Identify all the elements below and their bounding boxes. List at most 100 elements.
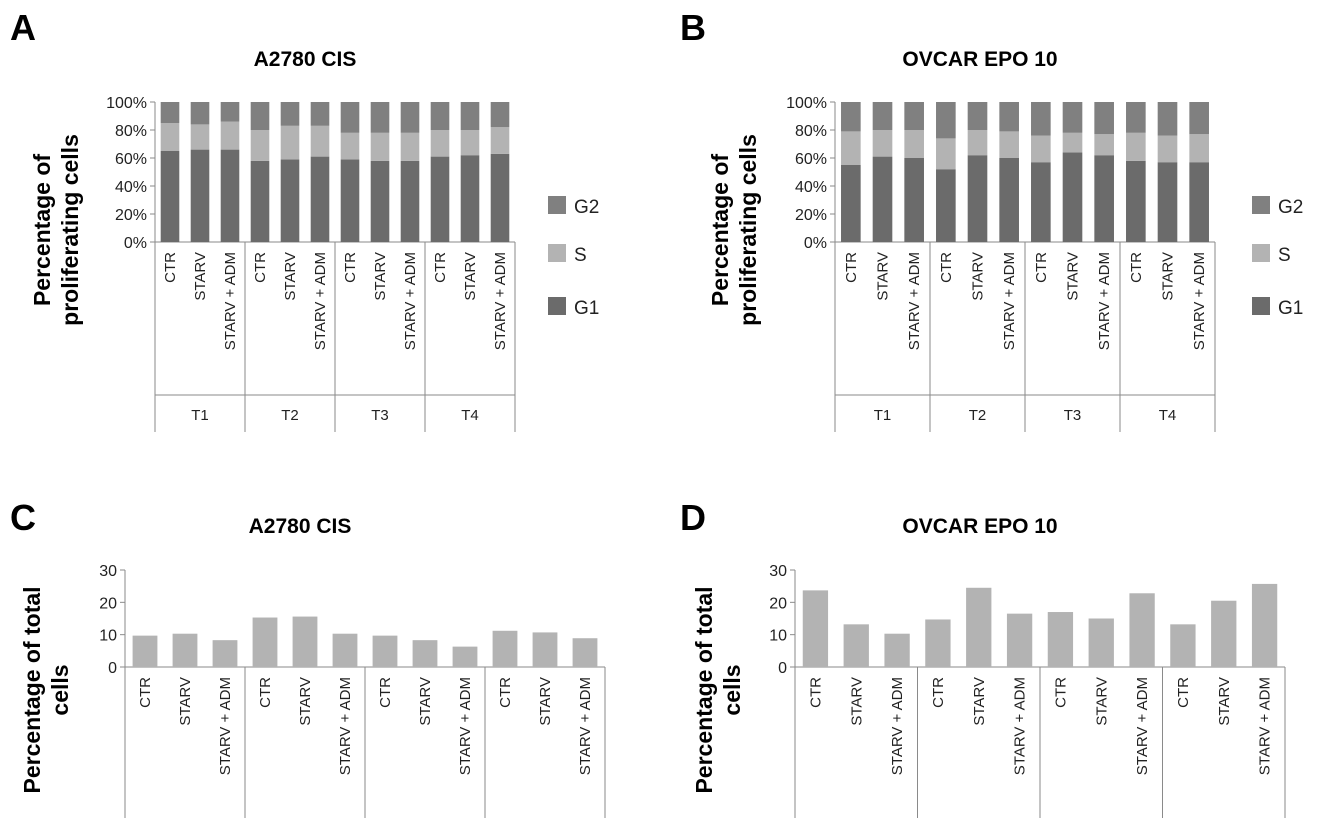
chart-a: 0% 20% 40% 60% 80% 100% CTR STARV STARV + ADM CTR… bbox=[29, 95, 599, 432]
bar-segment-s bbox=[1031, 135, 1051, 163]
y-tick-label: 20 bbox=[769, 595, 787, 612]
legend-label-g1: G1 bbox=[574, 298, 599, 319]
bar-segment-s bbox=[1062, 132, 1083, 153]
x-category-label: STARV bbox=[372, 252, 389, 301]
bar-segment-s bbox=[999, 131, 1019, 158]
bar bbox=[1047, 612, 1074, 667]
y-tick-label: 40% bbox=[115, 179, 147, 196]
bar-segment-s bbox=[1157, 135, 1178, 163]
bar-segment-s bbox=[400, 132, 420, 161]
bar-segment-g1 bbox=[1126, 160, 1146, 242]
legend-label-g1: G1 bbox=[1278, 298, 1303, 319]
group-label: T1 bbox=[874, 407, 892, 424]
x-category-label: STARV + ADM bbox=[217, 677, 234, 775]
x-category-label: CTR bbox=[252, 252, 269, 283]
bar bbox=[925, 619, 951, 667]
bar-segment-g2 bbox=[967, 102, 988, 130]
bar-segment-s bbox=[936, 138, 956, 170]
x-category-label: STARV bbox=[282, 252, 299, 301]
x-category-label: STARV + ADM bbox=[402, 252, 419, 350]
bar-segment-g2 bbox=[220, 102, 240, 122]
y-axis-title-line-2: proliferating cells bbox=[735, 134, 761, 326]
x-category-label: STARV bbox=[875, 252, 892, 301]
x-category-label: STARV bbox=[1216, 677, 1233, 726]
x-category-label: CTR bbox=[377, 677, 394, 708]
bar bbox=[172, 633, 198, 667]
bar-segment-g2 bbox=[904, 102, 924, 130]
bar-segment-s bbox=[841, 131, 861, 165]
x-category-label: CTR bbox=[807, 677, 824, 708]
bar-segment-g2 bbox=[400, 102, 420, 133]
bar-segment-g2 bbox=[1062, 102, 1083, 133]
y-axis-title: Percentage of totalcells bbox=[19, 586, 73, 793]
bar-segment-g2 bbox=[490, 102, 510, 128]
x-category-label: STARV + ADM bbox=[492, 252, 509, 350]
y-tick-label: 80% bbox=[795, 123, 827, 140]
bar-segment-s bbox=[1126, 132, 1146, 161]
x-category-label: STARV + ADM bbox=[1257, 677, 1274, 775]
bar-segment-g1 bbox=[1189, 162, 1209, 242]
bar-segment-g1 bbox=[936, 169, 956, 242]
bar-segment-g1 bbox=[1094, 155, 1114, 242]
panel-letter-d: D bbox=[680, 497, 706, 538]
legend-swatch-g1 bbox=[1252, 297, 1270, 315]
bar-segment-g1 bbox=[220, 149, 240, 242]
y-axis-title-line-1: Percentage of bbox=[707, 154, 733, 306]
bar-segment-g1 bbox=[250, 160, 270, 242]
bar-segment-s bbox=[220, 121, 240, 150]
bar-segment-g1 bbox=[999, 158, 1019, 242]
legend-swatch-g1 bbox=[548, 297, 566, 315]
bar-segment-g1 bbox=[904, 158, 924, 242]
x-category-label: STARV bbox=[1093, 677, 1110, 726]
bar-segment-g1 bbox=[1062, 152, 1083, 242]
bar bbox=[132, 635, 158, 667]
x-category-label: STARV + ADM bbox=[222, 252, 239, 350]
bar-segment-g2 bbox=[160, 102, 180, 123]
x-category-label: STARV + ADM bbox=[1191, 252, 1208, 350]
bar-segment-g1 bbox=[967, 155, 988, 242]
panel-letter-c: C bbox=[10, 497, 36, 538]
bar bbox=[212, 640, 238, 667]
x-category-label: STARV bbox=[462, 252, 479, 301]
bar-segment-g1 bbox=[841, 165, 861, 242]
bar-segment-s bbox=[250, 130, 270, 161]
x-category-label: STARV bbox=[537, 677, 554, 726]
bar-segment-g2 bbox=[999, 102, 1019, 132]
x-category-label: STARV + ADM bbox=[1012, 677, 1029, 775]
bar-segment-g2 bbox=[190, 102, 210, 125]
y-tick-label: 100% bbox=[106, 95, 147, 112]
group-label: T3 bbox=[1064, 407, 1082, 424]
x-category-label: STARV + ADM bbox=[1001, 252, 1018, 350]
bar-segment-s bbox=[904, 130, 924, 158]
bar-segment-g2 bbox=[841, 102, 861, 132]
bar-segment-g2 bbox=[1126, 102, 1146, 133]
y-axis-title-line-1: Percentage of total bbox=[691, 586, 717, 793]
legend-swatch-g2 bbox=[548, 196, 566, 214]
bar-segment-s bbox=[370, 132, 390, 161]
bar bbox=[1088, 618, 1114, 667]
x-category-label: STARV + ADM bbox=[337, 677, 354, 775]
y-tick-label: 0% bbox=[804, 235, 827, 252]
chart-b: 0% 20% 40% 60% 80% 100% CTR STARV STARV + ADM CTR… bbox=[707, 95, 1303, 432]
bar-segment-s bbox=[1189, 134, 1209, 163]
bar-segment-g2 bbox=[1094, 102, 1114, 135]
y-tick-label: 60% bbox=[795, 151, 827, 168]
x-category-label: STARV bbox=[970, 252, 987, 301]
x-category-label: CTR bbox=[497, 677, 514, 708]
bar-segment-g1 bbox=[872, 156, 893, 242]
x-category-label: CTR bbox=[1033, 252, 1050, 283]
bar bbox=[802, 590, 829, 667]
x-category-label: STARV + ADM bbox=[577, 677, 594, 775]
group-label: T2 bbox=[969, 407, 987, 424]
y-tick-label: 20% bbox=[115, 207, 147, 224]
bar-segment-g1 bbox=[310, 156, 330, 242]
chart-a-title: A2780 CIS bbox=[254, 48, 357, 71]
x-category-label: CTR bbox=[938, 252, 955, 283]
bar bbox=[1251, 583, 1278, 667]
y-tick-label: 20% bbox=[795, 207, 827, 224]
y-tick-label: 0 bbox=[778, 660, 787, 677]
x-category-label: STARV bbox=[177, 677, 194, 726]
bar-segment-s bbox=[340, 132, 360, 160]
bar-segment-s bbox=[967, 130, 988, 156]
